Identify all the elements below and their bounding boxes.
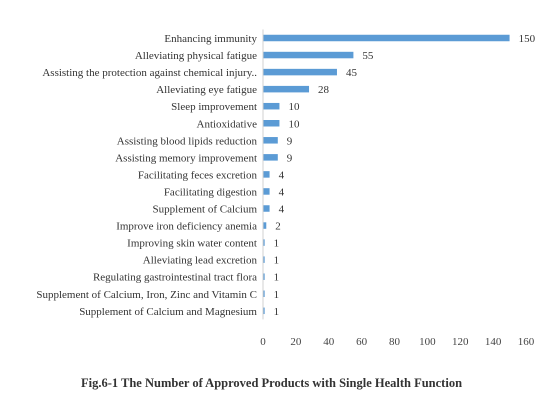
category-labels-group: Enhancing immunity Alleviating physical f… bbox=[36, 33, 257, 318]
category-label: Enhancing immunity bbox=[164, 33, 257, 45]
x-tick-label: 120 bbox=[452, 336, 469, 348]
x-axis-ticks-group: 0 20 40 60 80 100 120 140 160 bbox=[260, 336, 535, 348]
category-label: Assisting the protection against chemica… bbox=[42, 67, 257, 79]
category-label: Regulating gastrointestinal tract flora bbox=[93, 272, 257, 284]
category-label: Antioxidative bbox=[197, 118, 258, 130]
category-label: Assisting blood lipids reduction bbox=[117, 135, 258, 147]
x-tick-label: 60 bbox=[356, 336, 368, 348]
x-tick-label: 140 bbox=[485, 336, 502, 348]
bar bbox=[263, 120, 280, 127]
category-label: Alleviating eye fatigue bbox=[156, 84, 257, 96]
category-label: Sleep improvement bbox=[171, 101, 257, 113]
x-tick-label: 20 bbox=[290, 336, 302, 348]
category-label: Facilitating feces excretion bbox=[138, 169, 258, 181]
category-label: Facilitating digestion bbox=[164, 186, 258, 198]
bar bbox=[263, 85, 310, 93]
data-label: 1 bbox=[274, 238, 280, 250]
bar bbox=[263, 171, 270, 178]
category-label: Alleviating lead excretion bbox=[143, 255, 258, 267]
bar bbox=[263, 290, 265, 297]
x-tick-label: 0 bbox=[260, 336, 266, 348]
data-label: 1 bbox=[274, 289, 280, 301]
data-label: 2 bbox=[275, 221, 281, 233]
bar bbox=[263, 154, 278, 161]
bar bbox=[263, 256, 265, 263]
x-tick-label: 100 bbox=[419, 336, 436, 348]
x-tick-label: 40 bbox=[323, 336, 335, 348]
data-label: 150 bbox=[519, 33, 536, 45]
data-label: 10 bbox=[288, 101, 300, 113]
data-label: 9 bbox=[287, 152, 293, 164]
data-label: 45 bbox=[346, 67, 358, 79]
bars-group bbox=[263, 34, 510, 315]
data-label: 4 bbox=[279, 204, 285, 216]
category-label: Improve iron deficiency anemia bbox=[116, 221, 257, 233]
data-label: 1 bbox=[274, 272, 280, 284]
bar bbox=[263, 51, 354, 59]
category-label: Alleviating physical fatigue bbox=[135, 50, 257, 62]
bar bbox=[263, 273, 265, 280]
data-label: 55 bbox=[362, 50, 374, 62]
category-label: Supplement of Calcium, Iron, Zinc and Vi… bbox=[36, 289, 257, 301]
category-label: Supplement of Calcium bbox=[153, 204, 258, 216]
bar bbox=[263, 137, 278, 144]
category-label: Supplement of Calcium and Magnesium bbox=[79, 306, 257, 318]
bar-chart: Enhancing immunity Alleviating physical f… bbox=[36, 29, 536, 348]
bar bbox=[263, 68, 337, 76]
data-label: 28 bbox=[318, 84, 330, 96]
x-tick-label: 80 bbox=[389, 336, 401, 348]
x-tick-label: 160 bbox=[518, 336, 535, 348]
data-label: 10 bbox=[288, 118, 300, 130]
bar bbox=[263, 222, 267, 229]
data-label: 4 bbox=[279, 186, 285, 198]
chart-title: Fig.6-1 The Number of Approved Products … bbox=[80, 376, 463, 390]
data-label: 1 bbox=[274, 255, 280, 267]
bar bbox=[263, 205, 270, 212]
bar bbox=[263, 34, 510, 42]
bar bbox=[263, 307, 265, 315]
data-label: 4 bbox=[279, 169, 285, 181]
bar bbox=[263, 239, 265, 246]
data-label: 1 bbox=[274, 306, 280, 318]
category-label: Assisting memory improvement bbox=[115, 152, 257, 164]
bar bbox=[263, 102, 280, 110]
bar bbox=[263, 188, 270, 195]
data-label: 9 bbox=[287, 135, 293, 147]
category-label: Improving skin water content bbox=[127, 238, 257, 250]
